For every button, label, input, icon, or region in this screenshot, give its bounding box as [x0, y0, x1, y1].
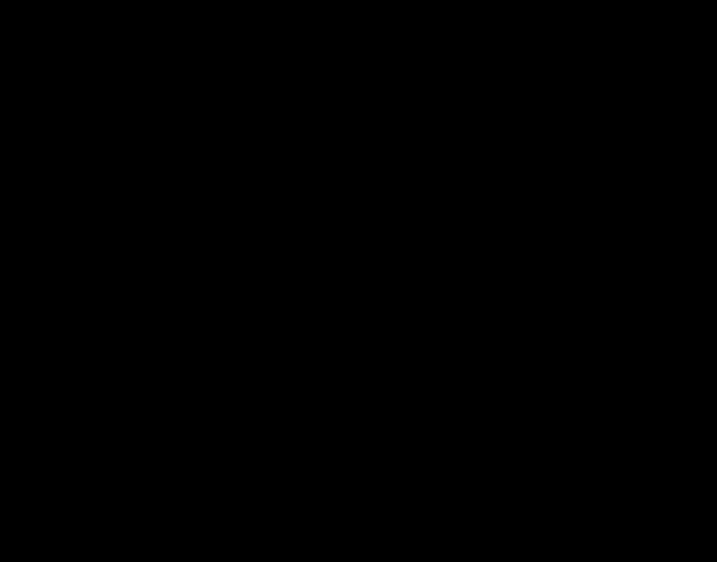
- blank-black-canvas: [0, 0, 717, 562]
